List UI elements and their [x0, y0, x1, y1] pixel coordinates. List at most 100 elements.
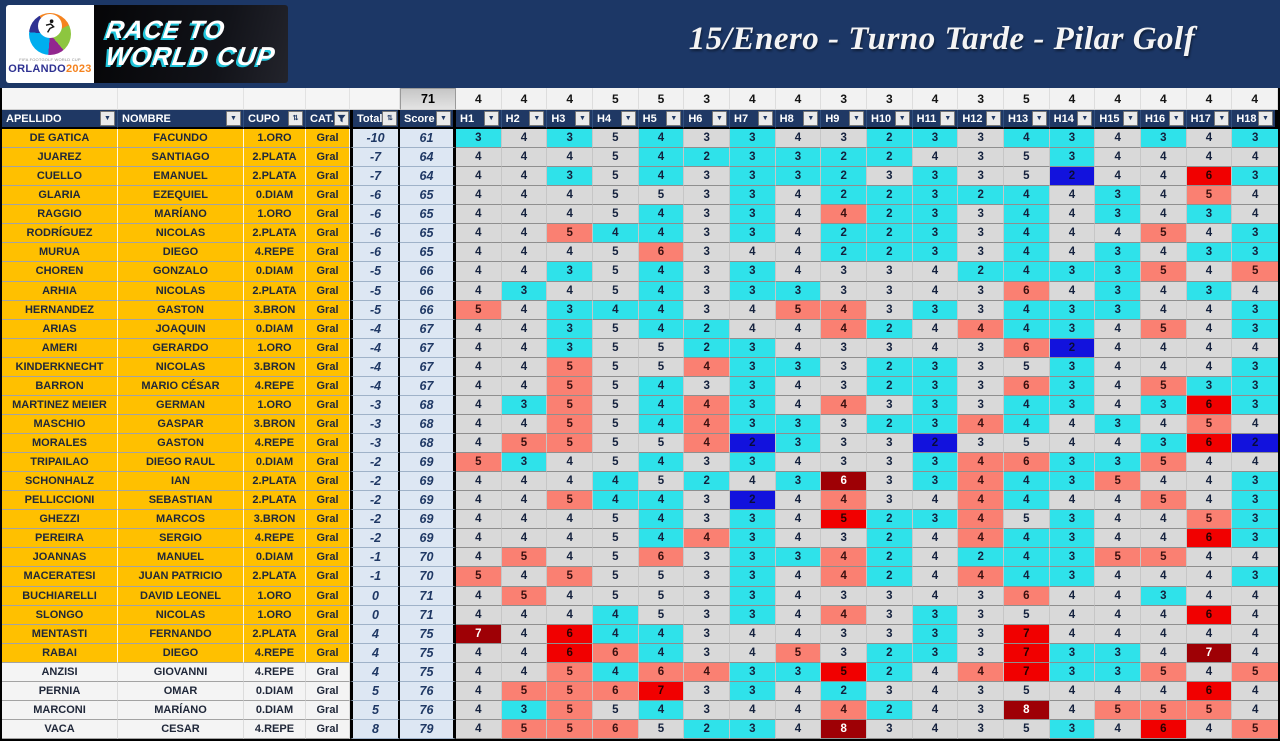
player-score-cell: 68 [400, 434, 456, 454]
hole-score-cell-h4: 6 [593, 681, 639, 701]
hole-score-cell-h4: 5 [593, 357, 639, 377]
hole-score-cell-h12: 3 [958, 395, 1004, 415]
filter-dropdown-button-h18[interactable]: ▼ [1258, 111, 1273, 126]
hole-score-cell-h9: 5 [821, 510, 867, 530]
filter-dropdown-button-score[interactable]: ▼ [436, 111, 451, 126]
player-apellido-cell: RABAI [2, 643, 118, 663]
player-cat-cell: Gral [306, 548, 350, 568]
column-header-label: H10 [871, 112, 892, 125]
filter-dropdown-button-apellido[interactable]: ▼ [100, 111, 115, 126]
hole-score-cell-h6: 3 [684, 281, 730, 301]
hole-score-cell-h2: 3 [501, 395, 548, 415]
filter-funnel-button-cat[interactable] [333, 111, 349, 126]
hole-score-cell-h16: 4 [1141, 186, 1187, 206]
player-total-cell: -7 [350, 167, 400, 187]
player-cupo-cell: 0.DIAM [244, 186, 306, 206]
filter-dropdown-button-h14[interactable]: ▼ [1077, 111, 1093, 126]
filter-dropdown-button-h9[interactable]: ▼ [849, 111, 864, 126]
player-nombre-cell: MARÍANO [118, 700, 244, 720]
hole-score-cell-h1: 3 [456, 129, 502, 149]
hole-score-cell-h2: 5 [501, 719, 548, 739]
player-apellido-cell: MARCONI [2, 700, 118, 720]
hole-score-cell-h3: 5 [547, 681, 593, 701]
hole-score-cell-h9: 4 [821, 300, 867, 320]
player-apellido-cell: GLARIA [2, 186, 118, 206]
hole-score-cell-h1: 4 [456, 357, 502, 377]
hole-score-cell-h9: 3 [821, 434, 867, 454]
filter-dropdown-button-h8[interactable]: ▼ [803, 111, 819, 126]
hole-score-cell-h9: 4 [821, 395, 867, 415]
hole-score-cell-h6: 3 [684, 510, 730, 530]
filter-dropdown-button-h1[interactable]: ▼ [483, 111, 499, 126]
player-score-cell: 76 [400, 681, 456, 701]
hole-score-cell-h2: 4 [501, 624, 548, 644]
filter-dropdown-button-nombre[interactable]: ▼ [226, 111, 241, 126]
hole-score-cell-h8: 4 [775, 319, 822, 339]
filter-dropdown-button-h10[interactable]: ▼ [894, 111, 910, 126]
filter-dropdown-button-h4[interactable]: ▼ [620, 111, 636, 126]
hole-score-cell-h15: 3 [1095, 281, 1141, 301]
hole-score-cell-h11: 3 [912, 643, 959, 663]
column-header-label: H8 [779, 112, 794, 125]
hole-score-cell-h6: 4 [684, 434, 730, 454]
hole-score-cell-h13: 6 [1004, 338, 1050, 358]
hole-score-cell-h6: 3 [684, 453, 730, 473]
player-apellido-cell: GHEZZI [2, 510, 118, 530]
hole-score-cell-h10: 2 [867, 148, 913, 168]
filter-dropdown-button-h15[interactable]: ▼ [1123, 111, 1138, 126]
hole-score-cell-h1: 4 [456, 167, 502, 187]
filter-dropdown-button-h5[interactable]: ▼ [666, 111, 682, 126]
filter-dropdown-button-h16[interactable]: ▼ [1168, 111, 1184, 126]
hole-score-cell-h10: 2 [867, 643, 913, 663]
hole-score-cell-h18: 4 [1232, 700, 1278, 720]
sort-filter-button-cupo[interactable]: ⇅ [288, 111, 303, 126]
hole-score-cell-h6: 2 [684, 148, 730, 168]
hole-score-cell-h15: 4 [1095, 586, 1141, 606]
hole-score-cell-h18: 4 [1232, 186, 1278, 206]
hole-score-cell-h7: 4 [730, 300, 776, 320]
filter-dropdown-button-h2[interactable]: ▼ [529, 111, 545, 126]
hole-score-cell-h12: 3 [958, 700, 1004, 720]
logo-year: 2023 [66, 63, 92, 75]
hole-score-cell-h1: 4 [456, 319, 502, 339]
filter-dropdown-button-h11[interactable]: ▼ [940, 111, 956, 126]
filter-dropdown-button-h13[interactable]: ▼ [1031, 111, 1047, 126]
hole-score-cell-h10: 3 [867, 167, 913, 187]
filter-dropdown-button-h3[interactable]: ▼ [575, 111, 590, 126]
hole-score-cell-h7: 3 [730, 395, 776, 415]
hole-score-cell-h16: 4 [1141, 624, 1187, 644]
hole-score-cell-h14: 3 [1049, 548, 1096, 568]
hole-score-cell-h7: 3 [730, 453, 776, 473]
hole-score-cell-h11: 3 [912, 472, 959, 492]
column-header-label: CUPO [248, 112, 280, 125]
hole-score-cell-h10: 3 [867, 262, 913, 282]
player-apellido-cell: RODRÍGUEZ [2, 224, 118, 244]
hole-score-cell-h3: 4 [547, 243, 593, 263]
player-cat-cell: Gral [306, 681, 350, 701]
hole-score-cell-h2: 3 [501, 700, 548, 720]
hole-score-cell-h4: 4 [593, 224, 639, 244]
hole-score-cell-h2: 3 [501, 453, 548, 473]
sort-filter-button-total[interactable]: ⇅ [382, 111, 398, 126]
hole-score-cell-h18: 4 [1232, 548, 1278, 568]
player-cat-cell: Gral [306, 319, 350, 339]
player-score-cell: 65 [400, 205, 456, 225]
filter-dropdown-button-h7[interactable]: ▼ [757, 111, 773, 126]
filter-dropdown-button-h6[interactable]: ▼ [712, 111, 727, 126]
filter-dropdown-button-h12[interactable]: ▼ [986, 111, 1001, 126]
hole-score-cell-h18: 4 [1232, 338, 1278, 358]
hole-score-cell-h12: 3 [958, 205, 1004, 225]
column-header-h16: H16 ▼ [1141, 110, 1187, 129]
column-header-label: H18 [1236, 112, 1257, 125]
player-total-cell: -4 [350, 319, 400, 339]
player-cat-cell: Gral [306, 205, 350, 225]
hole-score-cell-h1: 4 [456, 719, 502, 739]
column-header-h10: H10 ▼ [867, 110, 913, 129]
player-cat-cell: Gral [306, 338, 350, 358]
hole-score-cell-h6: 3 [684, 129, 730, 149]
player-apellido-cell: MURUA [2, 243, 118, 263]
hole-score-cell-h1: 4 [456, 529, 502, 549]
filter-dropdown-button-h17[interactable]: ▼ [1214, 111, 1230, 126]
hole-score-cell-h3: 5 [547, 376, 593, 396]
hole-score-cell-h4: 6 [593, 719, 639, 739]
